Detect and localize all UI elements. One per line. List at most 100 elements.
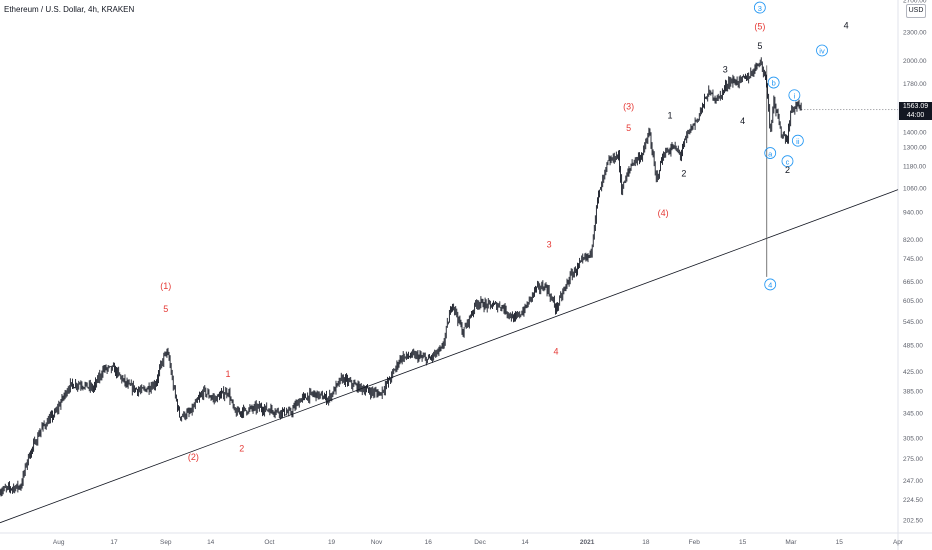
wave-label-circle [791,134,804,147]
time-tick-label: 17 [110,539,118,546]
time-tick-label: 15 [836,539,844,546]
wave-label-circle [816,44,828,57]
wave-label-circle [788,89,801,102]
wave-label: 3 [547,239,552,249]
price-tick-label: 202.50 [903,518,923,525]
time-tick-label: 14 [521,539,529,546]
price-bars [0,57,802,497]
time-tick-label: Dec [474,539,486,546]
wave-label: 4 [844,21,849,31]
time-tick-label: Sep [160,539,172,546]
wave-label: 1 [225,369,230,379]
price-tick-label: 1180.00 [903,164,926,171]
time-tick-label: 18 [642,539,650,546]
wave-label-text: (2) [188,452,199,462]
trendline [0,189,899,524]
price-tick-label: 2300.00 [903,30,927,37]
wave-label-text: 3 [758,4,762,13]
price-tick-label: 2000.00 [903,58,927,65]
time-tick-label: 16 [425,539,433,546]
wave-label-circle [767,76,780,89]
last-price-value: 1563.09 [902,103,929,110]
wave-label-text: 2 [681,168,686,178]
wave-label: 2 [239,443,244,453]
time-tick-label: Aug [53,539,65,546]
time-tick-label: 2021 [580,539,595,546]
price-tick-label: 1780.00 [903,81,927,88]
wave-label: (4) [658,208,669,218]
wave-label: i [788,89,801,102]
time-tick-label: Nov [371,539,383,546]
last-price-tag: 1563.09 44:00 [899,102,932,120]
wave-label-text: a [768,149,773,158]
wave-label-text: 1 [225,369,230,379]
wave-label: 5 [163,304,168,314]
wave-label: 4 [764,278,777,291]
price-tick-label: 425.00 [903,369,923,376]
price-tick-label: 1060.00 [903,185,927,192]
price-tick-label: 224.50 [903,497,923,504]
wave-label: c [781,155,794,168]
wave-label-text: (5) [754,21,765,31]
time-tick-label: Oct [264,539,274,546]
price-tick-label: 545.00 [903,319,923,326]
time-tick-label: 14 [207,539,215,546]
bar-countdown: 44:00 [906,112,925,119]
wave-label: b [767,76,780,89]
time-tick-label: 19 [328,539,336,546]
wave-label-circle [764,147,777,159]
price-tick-label: 1400.00 [903,129,927,136]
price-tick-label: 247.00 [903,478,923,485]
wave-label: ii [791,134,804,147]
wave-label-text: 4 [740,116,745,126]
wave-label: 3 [753,1,766,14]
wave-label: iv [816,44,828,57]
wave-label-text: 4 [768,281,772,290]
price-tick-label: 745.00 [903,256,923,263]
wave-label: 1 [668,111,673,121]
price-tick-label: 305.00 [903,435,923,442]
price-tick-label: 940.00 [903,209,923,216]
wave-label-text: ii [796,137,800,146]
wave-label: 3 [723,65,728,75]
time-tick-label: Apr [893,539,904,546]
wave-label: (1) [160,281,171,291]
wave-label-circle [781,155,794,168]
wave-label: 4 [554,346,559,356]
wave-label: 5 [626,123,631,133]
wave-label-text: b [772,79,776,88]
time-tick-label: Feb [689,539,701,546]
price-tick-label: 1300.00 [903,144,927,151]
wave-label-text: iv [819,47,825,56]
wave-label-text: 5 [757,41,762,51]
time-tick-label: 15 [739,539,747,546]
wave-label: 2 [681,168,686,178]
wave-label-text: 1 [668,111,673,121]
wave-label-text: i [794,91,796,100]
price-tick-label: 605.00 [903,298,923,305]
price-tick-label: 665.00 [903,279,923,286]
wave-label: (2) [188,452,199,462]
wave-label-text: 4 [554,346,559,356]
price-tick-label: 385.00 [903,389,923,396]
price-tick-label: 2700.00 [903,0,927,5]
price-tick-label: 275.00 [903,456,923,463]
wave-label-text: 2 [239,443,244,453]
currency-button[interactable]: USD [906,4,926,18]
wave-label: 4 [740,116,745,126]
wave-label-circle [753,1,766,14]
wave-label-text: 5 [626,123,631,133]
chart-title: Ethereum / U.S. Dollar, 4h, KRAKEN [4,5,135,14]
wave-label-text: c [786,157,790,166]
price-tick-label: 820.00 [903,237,923,244]
wave-label-text: 3 [723,65,728,75]
wave-label: (3) [623,102,634,112]
wave-label-text: (1) [160,281,171,291]
wave-label-text: (4) [658,208,669,218]
wave-label-text: (3) [623,102,634,112]
wave-label-circle [764,278,777,291]
time-tick-label: Mar [785,539,797,546]
wave-label-text: 4 [844,21,849,31]
wave-label: (5) [754,21,765,31]
